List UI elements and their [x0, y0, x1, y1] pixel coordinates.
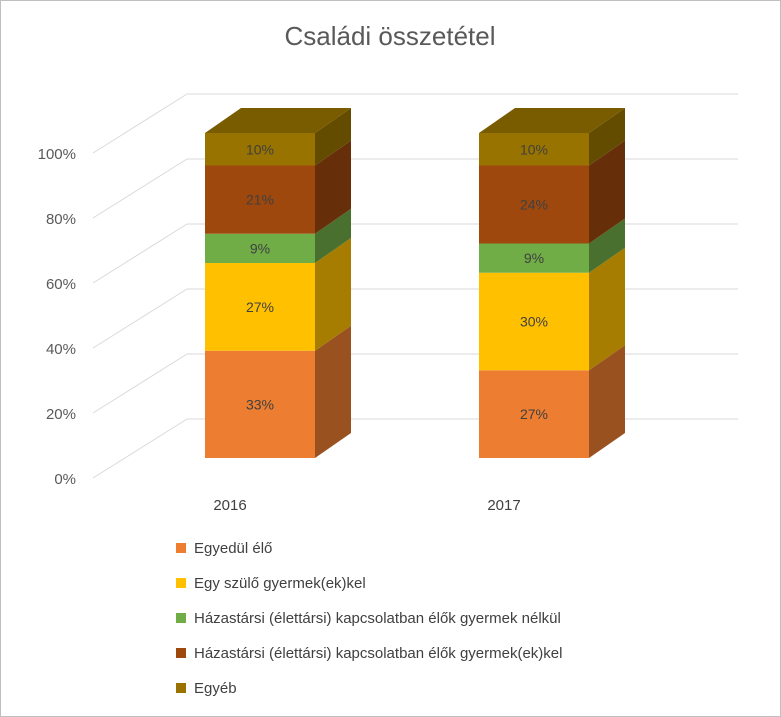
y-tick-label: 40% — [46, 341, 76, 358]
data-label: 9% — [524, 250, 544, 266]
gridline-diagonal — [92, 158, 188, 219]
bar-top — [479, 108, 625, 133]
bar-segment — [205, 263, 315, 351]
bar-segment — [479, 165, 589, 244]
data-label: 27% — [520, 406, 548, 422]
legend-label: Házastársi (élettársi) kapcsolatban élők… — [194, 610, 561, 627]
legend-item: Házastársi (élettársi) kapcsolatban élők… — [176, 645, 562, 662]
y-tick-label: 80% — [46, 211, 76, 228]
legend-swatch — [176, 683, 186, 693]
bar-side — [589, 345, 625, 458]
bar-segment — [205, 350, 315, 458]
legend: Egyedül élő Egy szülő gyermek(ek)kel Házas… — [176, 540, 562, 697]
y-axis-ticks: 0% 20% 40% 60% 80% 100% — [38, 146, 76, 488]
bar-segment — [205, 133, 315, 166]
bar-stack-2016: 33% 27% 9% 21% 10% — [205, 108, 351, 458]
bar-side — [315, 238, 351, 351]
legend-label: Egy szülő gyermek(ek)kel — [194, 575, 366, 592]
y-tick-label: 100% — [38, 146, 76, 163]
legend-label: Egyéb — [194, 680, 237, 697]
bar-segment — [479, 243, 589, 273]
data-label: 21% — [246, 192, 274, 208]
bar-segment — [205, 165, 315, 234]
bar-side — [589, 218, 625, 273]
bar-side — [589, 108, 625, 166]
legend-swatch — [176, 648, 186, 658]
x-category-label: 2017 — [487, 497, 520, 514]
legend-item: Egyedül élő — [176, 540, 272, 557]
gridline-diagonal — [92, 353, 188, 414]
legend-item: Egy szülő gyermek(ek)kel — [176, 575, 366, 592]
legend-item: Egyéb — [176, 680, 237, 697]
bar-segment — [479, 370, 589, 458]
gridline-diagonal — [92, 288, 188, 349]
bar-side — [315, 325, 351, 458]
bar-side — [315, 108, 351, 166]
legend-item: Házastársi (élettársi) kapcsolatban élők… — [176, 610, 561, 627]
data-label: 9% — [250, 240, 270, 256]
bar-side — [315, 140, 351, 234]
bar-segment — [479, 272, 589, 371]
x-category-label: 2016 — [213, 497, 246, 514]
data-label: 10% — [246, 141, 274, 157]
gridline-diagonal — [92, 223, 188, 284]
bar-side — [589, 247, 625, 371]
data-label: 30% — [520, 314, 548, 330]
bar-stack-2017: 27% 30% 9% 24% 10% — [479, 108, 625, 458]
data-label: 27% — [246, 299, 274, 315]
bar-top — [205, 108, 351, 133]
data-label: 33% — [246, 396, 274, 412]
bar-segment — [205, 233, 315, 263]
y-tick-label: 60% — [46, 276, 76, 293]
chart-title: Családi összetétel — [285, 21, 496, 51]
gridline-diagonal — [92, 93, 188, 154]
y-tick-label: 20% — [46, 406, 76, 423]
data-label: 10% — [520, 141, 548, 157]
legend-label: Egyedül élő — [194, 540, 272, 557]
bars: 33% 27% 9% 21% 10% 27% 30% 9% 24% 10% — [205, 108, 625, 458]
y-tick-label: 0% — [54, 471, 76, 488]
data-label: 24% — [520, 197, 548, 213]
bar-side — [315, 208, 351, 263]
gridlines — [92, 93, 738, 479]
legend-swatch — [176, 578, 186, 588]
gridline-diagonal — [92, 418, 188, 479]
legend-swatch — [176, 613, 186, 623]
x-axis-categories: 2016 2017 — [213, 497, 520, 514]
legend-label: Házastársi (élettársi) kapcsolatban élők… — [194, 645, 562, 662]
bar-side — [589, 140, 625, 244]
bar-segment — [479, 133, 589, 166]
legend-swatch — [176, 543, 186, 553]
